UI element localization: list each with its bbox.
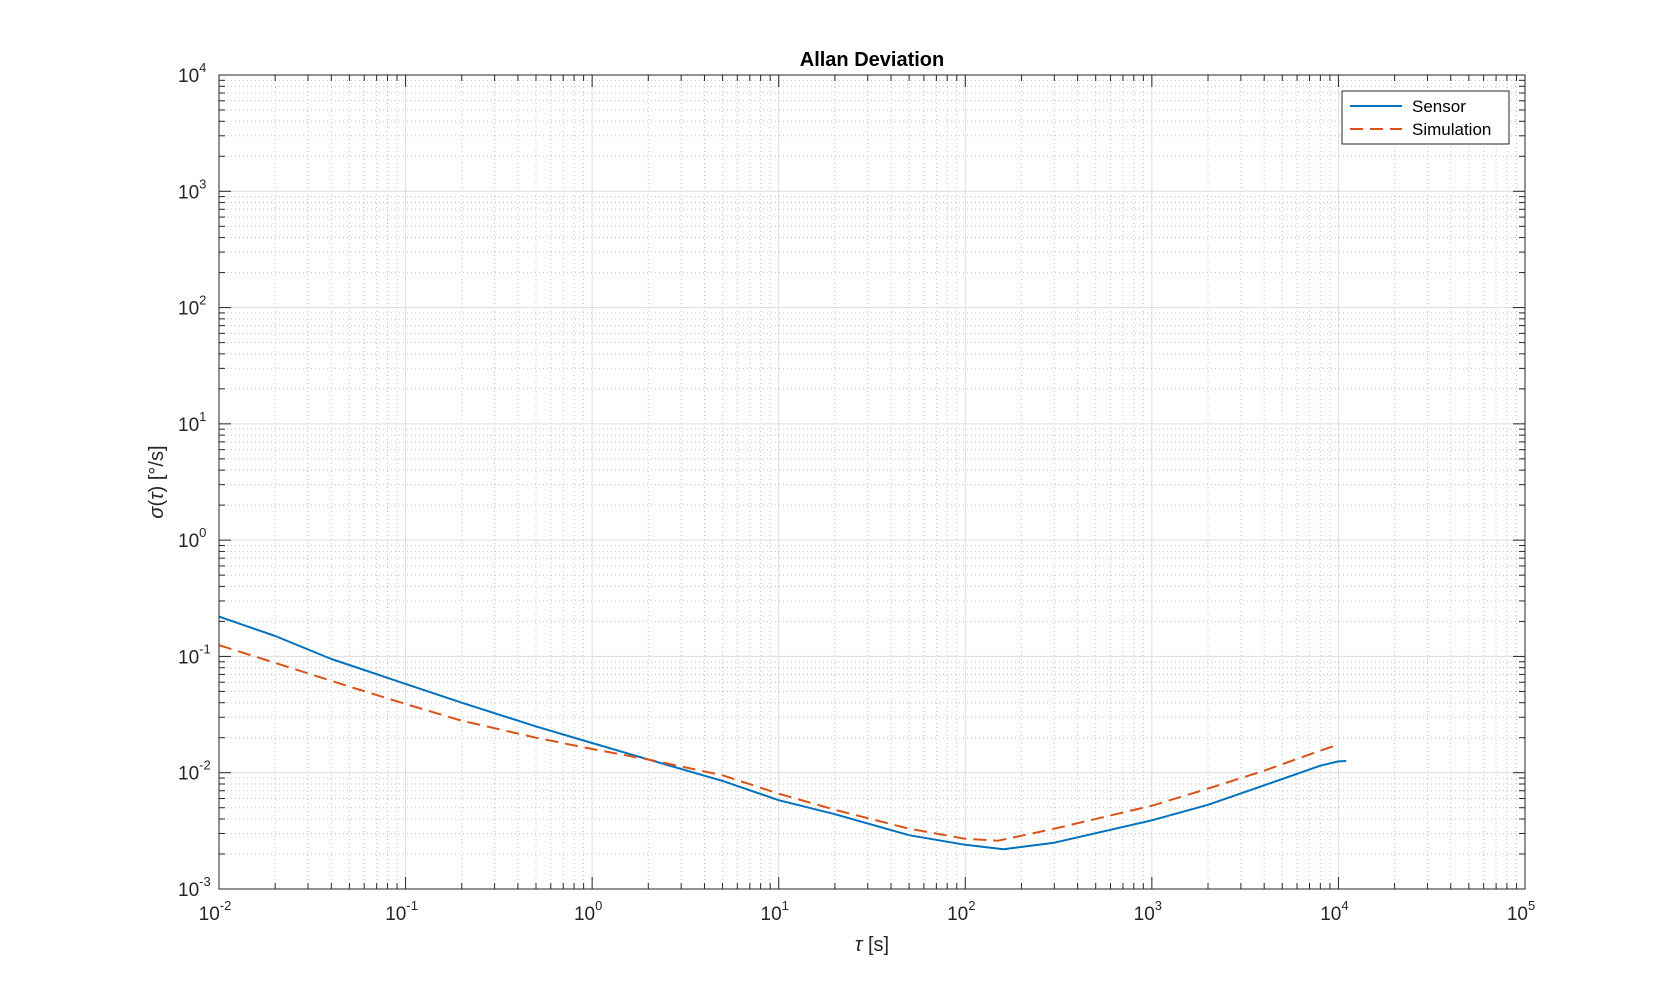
y-axis-label: σ(τ) [°/s] (146, 445, 168, 518)
x-tick-exponent: -1 (406, 898, 418, 913)
y-tick-exponent: -2 (199, 758, 211, 773)
x-axis-label: τ [s] (855, 934, 889, 956)
legend-label-sensor: Sensor (1412, 97, 1466, 116)
legend-label-simulation: Simulation (1412, 120, 1491, 139)
x-tick-exponent: 3 (1155, 898, 1162, 913)
y-tick-exponent: 1 (199, 409, 206, 424)
y-tick-exponent: 0 (199, 525, 206, 540)
y-tick-exponent: -1 (199, 641, 211, 656)
y-tick-exponent: 2 (199, 293, 206, 308)
x-tick-exponent: 0 (595, 898, 602, 913)
legend: Sensor Simulation (1341, 90, 1510, 145)
axes-box (218, 74, 1526, 890)
x-tick-exponent: -2 (220, 898, 232, 913)
series-line-sensor (218, 615, 1347, 851)
y-tick-exponent: -3 (199, 874, 211, 889)
y-tick-exponent: 3 (199, 176, 206, 191)
y-tick-exponent: 4 (199, 60, 206, 75)
x-tick-exponent: 1 (782, 898, 789, 913)
x-tick-exponent: 2 (968, 898, 975, 913)
x-tick-exponent: 4 (1341, 898, 1348, 913)
legend-box (1341, 90, 1510, 145)
chart-title: Allan Deviation (800, 49, 944, 71)
x-tick-exponent: 5 (1528, 898, 1535, 913)
series-line-simulation (218, 644, 1339, 842)
